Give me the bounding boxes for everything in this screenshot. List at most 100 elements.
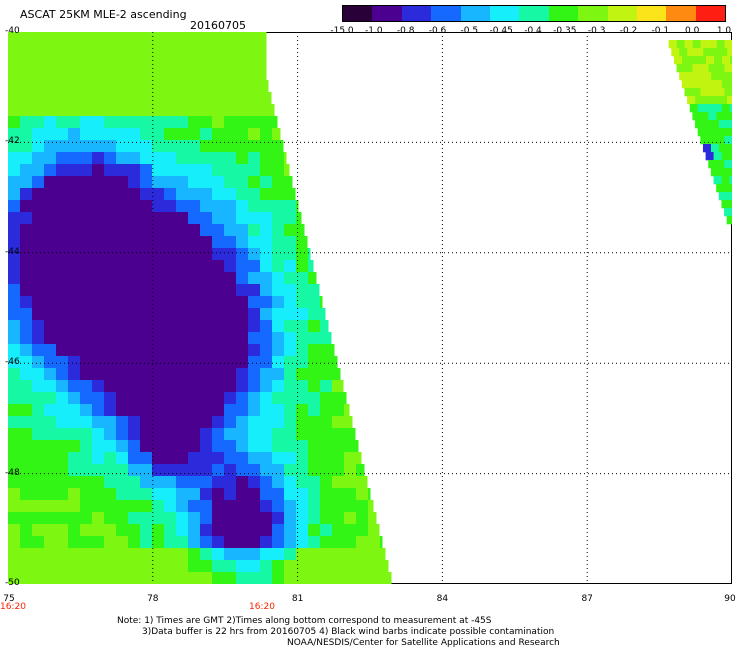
swath-cell — [140, 128, 153, 141]
swath-cell — [140, 224, 153, 237]
swath-cell — [152, 68, 165, 81]
swath-cell — [140, 104, 153, 117]
swath-cell — [200, 260, 213, 273]
swath-cell — [20, 44, 33, 57]
swath-cell — [140, 68, 153, 81]
swath-cell — [116, 416, 129, 429]
swath-cell — [8, 152, 21, 165]
swath-cell — [164, 344, 177, 357]
swath-cell — [8, 428, 21, 441]
x-tick-label: 84 — [436, 594, 449, 604]
swath-cell — [308, 260, 314, 273]
swath-cell — [152, 320, 165, 333]
swath-cell — [92, 224, 105, 237]
swath-cell — [116, 452, 129, 465]
swath-cell — [56, 416, 69, 429]
swath-cell — [8, 164, 21, 177]
swath-cell — [260, 44, 267, 57]
swath-cell — [176, 200, 189, 213]
swath-cell — [224, 80, 237, 93]
swath-cell — [44, 272, 57, 285]
swath-cell — [128, 560, 141, 573]
swath-cell — [68, 224, 81, 237]
swath-cell — [729, 104, 732, 113]
swath-cell — [152, 224, 165, 237]
swath-cell — [272, 404, 285, 417]
swath-cell — [224, 44, 237, 57]
swath-cell — [8, 488, 21, 501]
swath-cell — [296, 260, 309, 273]
swath-cell — [32, 284, 45, 297]
swath-cell — [92, 332, 105, 345]
swath-cell — [140, 308, 153, 321]
swath-cell — [692, 64, 701, 73]
swath-cell — [296, 476, 309, 489]
swath-cell — [8, 524, 21, 537]
swath-cell — [140, 464, 153, 477]
swath-cell — [116, 104, 129, 117]
swath-cell — [104, 572, 117, 584]
swath-cell — [724, 64, 732, 73]
colorbar-label-7: -0.35 — [553, 26, 577, 36]
colorbar-swatch-9 — [607, 6, 637, 21]
colorbar-label-2: -0.8 — [396, 26, 415, 36]
swath-cell — [368, 500, 374, 513]
swath-cell — [368, 488, 371, 501]
swath-cell — [152, 164, 165, 177]
swath-cell — [272, 380, 285, 393]
swath-cell — [140, 332, 153, 345]
swath-cell — [236, 224, 249, 237]
swath-cell — [152, 260, 165, 273]
swath-cell — [8, 332, 21, 345]
swath-cell — [673, 56, 683, 65]
swath-cell — [272, 416, 285, 429]
swath-cell — [708, 112, 717, 121]
swath-cell — [212, 164, 225, 177]
swath-cell — [692, 112, 701, 121]
swath-cell — [248, 248, 261, 261]
swath-cell — [80, 32, 93, 45]
swath-cell — [152, 464, 165, 477]
swath-cell — [188, 488, 201, 501]
swath-cell — [128, 572, 141, 584]
swath-cell — [80, 188, 93, 201]
swath-cell — [140, 188, 153, 201]
colorbar-swatch-4 — [460, 6, 490, 21]
swath-cell — [248, 332, 261, 345]
swath-cell — [260, 128, 273, 141]
swath-cell — [20, 488, 33, 501]
swath-cell — [140, 548, 153, 561]
swath-cell — [80, 44, 93, 57]
swath-cell — [152, 356, 165, 369]
swath-cell — [44, 92, 57, 105]
swath-cell — [200, 140, 213, 153]
swath-cell — [152, 452, 165, 465]
swath-cell — [128, 176, 141, 189]
swath-cell — [320, 320, 329, 333]
swath-cell — [80, 548, 93, 561]
swath-cell — [260, 164, 273, 177]
swath-cell — [332, 440, 345, 453]
swath-cell — [164, 128, 177, 141]
swath-cell — [104, 380, 117, 393]
swath-cell — [140, 296, 153, 309]
swath-cell — [200, 332, 213, 345]
swath-cell — [248, 440, 261, 453]
swath-cell — [284, 236, 297, 249]
swath-cell — [80, 356, 93, 369]
swath-cell — [56, 56, 69, 69]
swath-cell — [68, 152, 81, 165]
swath-cell — [224, 236, 237, 249]
swath-cell — [224, 344, 237, 357]
swath-cell — [296, 296, 309, 309]
swath-cell — [56, 368, 69, 381]
swath-cell — [248, 116, 261, 129]
swath-cell — [56, 212, 69, 225]
swath-cell — [32, 548, 45, 561]
swath-cell — [56, 188, 69, 201]
swath-cell — [188, 188, 201, 201]
swath-cell — [92, 140, 105, 153]
swath-cell — [104, 392, 117, 405]
swath-cell — [212, 80, 225, 93]
swath-cell — [68, 116, 81, 129]
